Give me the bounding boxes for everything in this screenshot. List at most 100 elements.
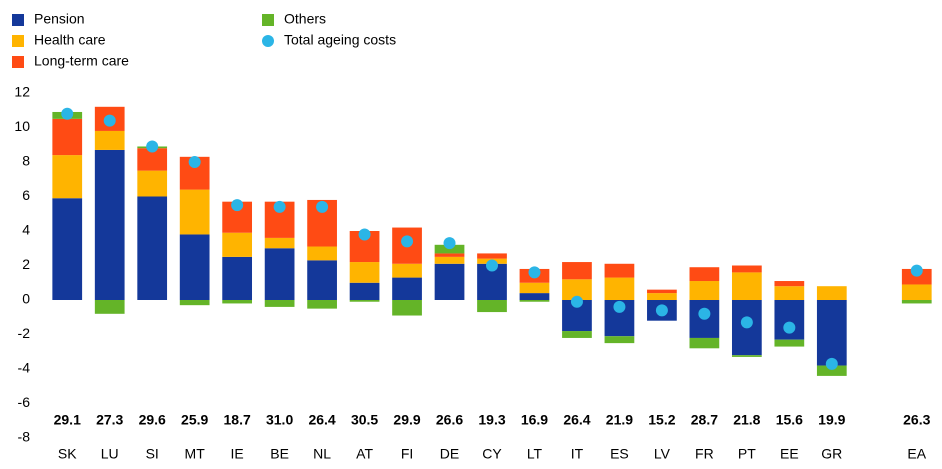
bar-segment [774, 281, 805, 287]
bar-segment [179, 300, 210, 306]
x-tick-label: SK [58, 446, 77, 462]
legend-swatch [12, 56, 24, 68]
bar-segment [774, 300, 805, 340]
bar-segment [562, 279, 592, 300]
total-marker [740, 316, 753, 329]
y-tick-label: 12 [14, 84, 30, 100]
total-marker [698, 307, 711, 320]
bar-segment [349, 282, 380, 300]
bar-segment [137, 170, 168, 197]
total-marker [358, 228, 371, 241]
bar-segment [901, 268, 932, 285]
bar-segment [434, 244, 465, 254]
y-tick-label: 4 [22, 222, 30, 238]
bar-segment [307, 246, 337, 261]
y-tick-label: 2 [22, 256, 30, 272]
x-tick-label: BE [270, 446, 289, 462]
bar-segment [392, 263, 422, 278]
bar-segment [689, 267, 720, 282]
bar-segment [604, 277, 635, 300]
level-label: 29.1 [54, 412, 81, 428]
total-marker [401, 235, 414, 248]
bar-segment [562, 262, 592, 280]
bar-segment [222, 232, 253, 257]
bar-segment [137, 148, 168, 171]
bar-segment [731, 355, 762, 357]
level-label: 18.7 [224, 412, 251, 428]
bar-segment [222, 300, 253, 304]
total-marker [528, 266, 541, 279]
legend-swatch [12, 14, 24, 26]
total-marker [443, 237, 456, 250]
x-tick-label: FI [401, 446, 413, 462]
bar-segment [349, 300, 380, 302]
x-tick-label: LV [654, 446, 671, 462]
bar-segment [477, 300, 507, 313]
bar-segment [222, 256, 253, 300]
bar-segment [94, 149, 125, 300]
total-marker [910, 264, 923, 277]
x-tick-label: EA [907, 446, 926, 462]
x-tick-label: CY [482, 446, 502, 462]
bar-segment [519, 300, 550, 302]
total-marker [570, 295, 583, 308]
bar-segment [774, 286, 805, 300]
level-label: 30.5 [351, 412, 378, 428]
total-marker [188, 156, 201, 168]
total-marker [783, 321, 796, 334]
bar-segment [434, 263, 465, 300]
y-tick-label: -6 [18, 394, 31, 410]
bar-segment [52, 198, 83, 300]
bar-segment [816, 286, 847, 300]
bar-segment [604, 336, 635, 344]
level-label: 19.3 [478, 412, 505, 428]
level-label: 21.9 [606, 412, 633, 428]
bar-segment [731, 265, 762, 273]
level-label: 27.3 [96, 412, 123, 428]
level-label: 29.9 [393, 412, 420, 428]
level-label: 16.9 [521, 412, 548, 428]
bar-segment [392, 277, 422, 300]
x-tick-label: IT [571, 446, 584, 462]
y-tick-label: 10 [14, 118, 30, 134]
level-label: 31.0 [266, 412, 293, 428]
x-tick-label: MT [185, 446, 206, 462]
legend-label: Total ageing costs [284, 32, 396, 48]
x-tick-label: IE [231, 446, 244, 462]
y-tick-label: -4 [18, 360, 31, 376]
x-tick-label: EE [780, 446, 799, 462]
bar-segment [307, 300, 337, 309]
y-tick-label: -8 [18, 429, 31, 445]
total-marker [146, 140, 159, 153]
total-marker [231, 199, 244, 212]
legend-swatch [12, 35, 24, 47]
total-marker [486, 259, 498, 272]
bar-segment [647, 293, 677, 300]
bar-segment [52, 118, 83, 156]
level-label: 28.7 [691, 412, 718, 428]
level-label: 15.2 [648, 412, 675, 428]
total-marker [61, 107, 74, 120]
bar-segment [774, 339, 805, 347]
bar-segment [179, 189, 210, 235]
bar-segment [604, 263, 635, 278]
bar-segment [477, 253, 507, 259]
level-label: 19.9 [818, 412, 845, 428]
legend-swatch [262, 14, 274, 26]
y-tick-label: 0 [22, 291, 30, 307]
bar-segment [434, 253, 465, 257]
bar-segment [264, 300, 295, 307]
bar-segment [689, 337, 720, 349]
y-tick-label: 6 [22, 187, 30, 203]
total-marker [316, 200, 329, 213]
bar-segment [434, 256, 465, 264]
bar-segment [647, 289, 677, 294]
y-tick-label: 8 [22, 153, 30, 169]
bar-segment [264, 237, 295, 249]
level-label: 25.9 [181, 412, 208, 428]
level-label: 21.8 [733, 412, 760, 428]
total-marker [613, 300, 626, 313]
bar-segment [816, 365, 847, 376]
x-tick-label: NL [313, 446, 331, 462]
